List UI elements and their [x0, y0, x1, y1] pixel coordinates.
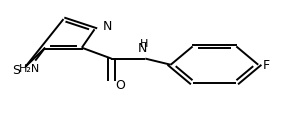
Text: S: S: [12, 64, 20, 77]
Text: F: F: [263, 59, 270, 72]
Text: H₂N: H₂N: [19, 64, 40, 74]
Text: N: N: [103, 20, 112, 33]
Text: H: H: [140, 39, 148, 49]
Text: O: O: [115, 79, 125, 92]
Text: N: N: [138, 42, 147, 55]
